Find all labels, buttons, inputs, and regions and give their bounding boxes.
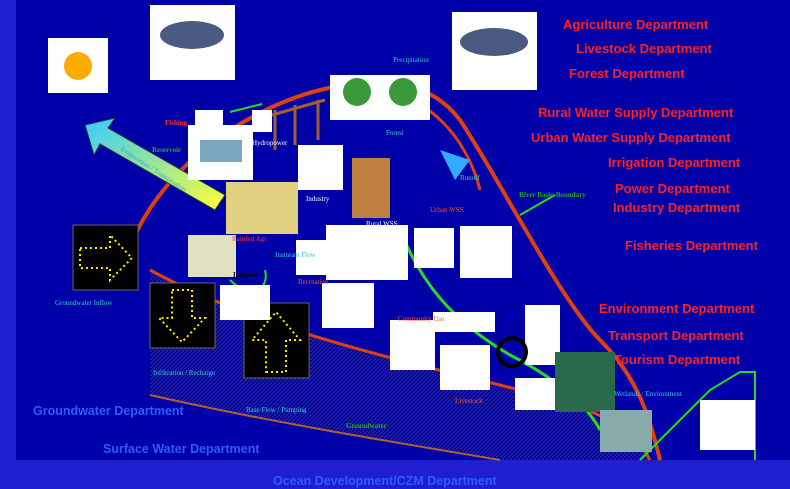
reservoir2-icon <box>326 225 408 280</box>
department: Rural Water Supply Department <box>538 105 734 120</box>
cloud <box>160 21 224 49</box>
reservoir-water <box>200 140 242 162</box>
department: Surface Water Department <box>103 442 260 456</box>
label: Fishing <box>165 119 188 127</box>
department: Ocean Development/CZM Department <box>273 474 497 488</box>
industry-icon <box>298 145 343 190</box>
tree <box>389 78 417 106</box>
department: Livestock Department <box>576 41 712 56</box>
city-icon <box>460 226 512 278</box>
department: Environment Department <box>599 301 755 316</box>
department: Transport Department <box>608 328 744 343</box>
department: Irrigation Department <box>608 155 741 170</box>
department: Fisheries Department <box>625 238 759 253</box>
rainfed-icon <box>226 182 298 234</box>
cloud <box>460 28 528 56</box>
boat-icon <box>525 305 560 365</box>
label: River Basin Boundary <box>519 191 586 199</box>
department: Power Department <box>615 181 731 196</box>
hydro-icon <box>252 110 272 132</box>
department: Urban Water Supply Department <box>531 130 731 145</box>
fish-icon <box>220 285 270 320</box>
label: Recreation <box>298 278 329 286</box>
label: Rural WSS <box>366 220 398 228</box>
department: Forest Department <box>569 66 685 81</box>
diagram: Agriculture Department Livestock Departm… <box>0 0 790 489</box>
wetland-icon <box>555 352 615 412</box>
label: Community Use <box>398 315 444 323</box>
coast-icon <box>600 410 652 452</box>
label: Reservoir <box>152 146 181 154</box>
frog-icon <box>515 378 555 410</box>
label: Rainfed Agr <box>232 235 267 243</box>
rural-icon <box>352 158 390 218</box>
label: Precipitation <box>393 56 429 64</box>
label: Instream Flow <box>275 251 317 259</box>
livestock-icon <box>322 283 374 328</box>
fish3-icon <box>195 110 223 135</box>
sun <box>64 52 92 80</box>
department: Industry Department <box>613 200 741 215</box>
fish2-icon <box>700 400 755 450</box>
label: Industry <box>306 195 330 203</box>
label: Urban WSS <box>430 206 464 214</box>
department: Agriculture Department <box>563 17 709 32</box>
label: Wetlands / Environment <box>614 390 682 398</box>
label: Forest <box>386 129 404 137</box>
department: Groundwater Department <box>33 404 185 418</box>
label: Runoff <box>460 174 480 182</box>
label: Base Flow / Pumping <box>246 406 307 414</box>
department: Tourism Department <box>614 352 741 367</box>
label: Hydropower <box>252 139 288 147</box>
house-icon <box>414 228 454 268</box>
ox-icon <box>440 345 490 390</box>
irrigation-icon <box>188 235 236 277</box>
community-icon <box>390 320 435 370</box>
label: Infiltration / Recharge <box>153 369 215 377</box>
label: Groundwater Inflow <box>55 299 113 307</box>
label: Livestock <box>455 397 483 405</box>
label: Groundwater <box>346 422 387 430</box>
tree <box>343 78 371 106</box>
label: Irrigation <box>233 271 263 279</box>
